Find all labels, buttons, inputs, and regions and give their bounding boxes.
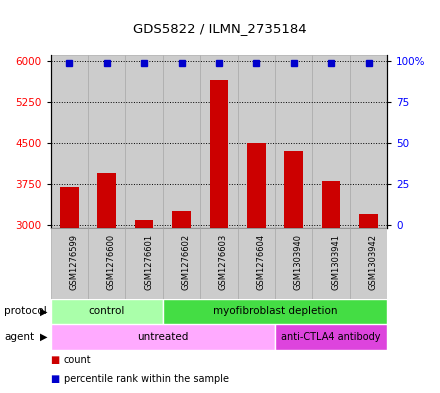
Bar — [51, 324, 275, 350]
Bar — [200, 55, 238, 228]
Text: myofibroblast depletion: myofibroblast depletion — [213, 307, 337, 316]
Bar — [51, 299, 163, 324]
Text: ■: ■ — [51, 374, 60, 384]
Bar — [200, 228, 238, 299]
Bar — [88, 228, 125, 299]
Bar — [163, 55, 200, 228]
Text: agent: agent — [4, 332, 34, 342]
Bar — [88, 55, 125, 228]
Bar — [60, 187, 79, 228]
Bar — [97, 173, 116, 228]
Bar — [238, 55, 275, 228]
Text: GSM1303942: GSM1303942 — [368, 233, 378, 290]
Bar — [275, 324, 387, 350]
Text: protocol: protocol — [4, 307, 47, 316]
Text: GSM1276601: GSM1276601 — [144, 233, 153, 290]
Bar — [312, 228, 350, 299]
Text: GSM1276602: GSM1276602 — [181, 233, 191, 290]
Text: count: count — [64, 354, 92, 365]
Bar — [359, 214, 378, 228]
Text: anti-CTLA4 antibody: anti-CTLA4 antibody — [281, 332, 381, 342]
Text: ▶: ▶ — [40, 307, 48, 316]
Text: untreated: untreated — [137, 332, 188, 342]
Text: GSM1303941: GSM1303941 — [331, 233, 340, 290]
Bar — [238, 228, 275, 299]
Bar — [125, 55, 163, 228]
Text: control: control — [88, 307, 125, 316]
Bar — [350, 55, 387, 228]
Bar — [163, 299, 387, 324]
Bar — [135, 220, 154, 228]
Bar — [163, 228, 200, 299]
Bar — [312, 55, 350, 228]
Bar — [51, 228, 88, 299]
Text: GSM1276600: GSM1276600 — [107, 233, 116, 290]
Text: ■: ■ — [51, 354, 60, 365]
Bar — [172, 211, 191, 228]
Bar — [247, 143, 266, 228]
Bar — [125, 228, 163, 299]
Bar — [275, 55, 312, 228]
Text: GSM1276603: GSM1276603 — [219, 233, 228, 290]
Bar — [51, 55, 88, 228]
Text: GSM1276604: GSM1276604 — [256, 233, 265, 290]
Text: percentile rank within the sample: percentile rank within the sample — [64, 374, 229, 384]
Text: GSM1276599: GSM1276599 — [70, 233, 78, 290]
Bar — [322, 181, 341, 228]
Text: GSM1303940: GSM1303940 — [294, 233, 303, 290]
Bar — [350, 228, 387, 299]
Text: ▶: ▶ — [40, 332, 48, 342]
Bar — [275, 228, 312, 299]
Bar — [209, 80, 228, 228]
Bar — [284, 151, 303, 228]
Text: GDS5822 / ILMN_2735184: GDS5822 / ILMN_2735184 — [133, 22, 307, 35]
